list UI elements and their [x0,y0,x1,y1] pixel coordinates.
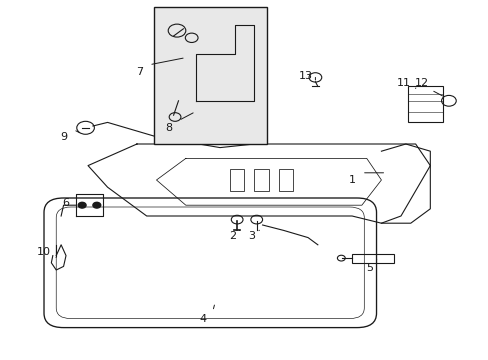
Bar [229,169,244,191]
Text: 4: 4 [199,314,206,324]
Text: 1: 1 [348,175,355,185]
Text: 7: 7 [136,67,142,77]
Bar [278,169,293,191]
Bar [254,169,268,191]
Bar [351,254,393,263]
Text: 2: 2 [228,231,235,241]
Circle shape [93,202,101,208]
Text: 13: 13 [298,71,312,81]
Text: 3: 3 [248,231,255,241]
Text: 8: 8 [165,123,172,133]
Text: 6: 6 [62,198,69,208]
Circle shape [78,202,86,208]
Text: 12: 12 [414,78,427,88]
Text: 10: 10 [37,247,51,257]
Bar [154,7,266,144]
Text: 5: 5 [365,263,372,273]
Bar [407,86,442,122]
Text: 11: 11 [396,78,409,88]
Text: 9: 9 [60,132,67,142]
